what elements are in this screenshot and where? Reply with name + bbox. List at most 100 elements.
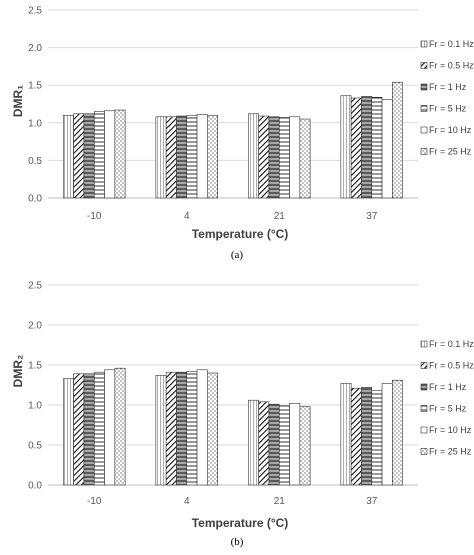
- bar-a--10-6: [114, 109, 126, 199]
- y-tick-label-a: 0.5: [28, 156, 42, 167]
- bar-a-21-6: [299, 118, 311, 199]
- bar-a-37-1: [340, 95, 352, 199]
- legend-swatch-b: [420, 448, 428, 455]
- bar-b-4-4: [186, 371, 198, 486]
- bar-b-37-3: [361, 387, 373, 486]
- bar-a-37-6: [392, 81, 403, 199]
- bar-a-37-2: [350, 97, 362, 199]
- chart-panel-b: 0.0 0.5 1.0 1.5 2.0 2.5 -10 4 21 37 DMR₂ Temperat…: [11, 281, 474, 549]
- bar-b-21-6: [299, 406, 311, 486]
- bar-b-21-2: [258, 401, 270, 486]
- y-tick-label-b: 1.0: [28, 401, 42, 412]
- bar-b-4-3: [176, 371, 188, 486]
- y-tick-label-b: 0.5: [28, 441, 42, 452]
- legend-label-a: Fr = 0.5 Hz: [429, 61, 474, 71]
- bar-b-37-6: [392, 379, 403, 486]
- legend-label-b: Fr = 10 Hz: [429, 425, 472, 435]
- bar-b--10-6: [114, 367, 126, 486]
- legend-swatch-a: [420, 126, 428, 134]
- y-tick-label-a: 1.0: [28, 118, 42, 129]
- legend-swatch-b: [420, 383, 428, 391]
- bar-b-21-3: [268, 403, 280, 486]
- caption-a: (a): [231, 249, 244, 261]
- chart-panel-a: 0.0 0.5 1.0 1.5 2.0 2.5 -10 4 21 37 DMR₁ Temperat…: [11, 6, 474, 262]
- bar-b-4-6: [207, 372, 218, 486]
- bar-a-4-4: [186, 114, 198, 199]
- x-tick-label-a: 37: [366, 211, 378, 222]
- x-tick-label-a: 4: [184, 211, 190, 222]
- x-tick-label-b: 21: [274, 496, 286, 507]
- legend-swatch-a: [420, 83, 428, 91]
- legend-label-b: Fr = 0.1 Hz: [429, 339, 474, 349]
- bar-a--10-1: [63, 114, 74, 199]
- x-tick-label-a: 21: [274, 211, 286, 222]
- plot-area-b: 0.0 0.5 1.0 1.5 2.0 2.5 -10 4 21 37: [28, 281, 418, 507]
- y-tick-label-b: 2.0: [28, 321, 42, 332]
- bar-a-4-3: [176, 115, 188, 199]
- legend-a: Fr = 0.1 Hz Fr = 0.5 Hz Fr = 1 Hz Fr = 5 Hz…: [420, 39, 474, 157]
- bar-a-4-2: [165, 116, 177, 199]
- bar-a-37-3: [361, 96, 373, 199]
- legend-swatch-b: [420, 362, 428, 369]
- bar-a-4-1: [155, 116, 167, 199]
- bar-b-21-5: [289, 403, 301, 486]
- y-tick-label-b: 2.5: [28, 281, 42, 292]
- bar-b--10-3: [83, 373, 95, 486]
- bar-b-37-2: [350, 387, 362, 486]
- x-tick-label-b: -10: [87, 496, 102, 507]
- bar-a-21-2: [258, 115, 270, 199]
- bar-a-21-3: [268, 116, 280, 199]
- bar-a-4-6: [207, 114, 218, 199]
- legend-b: Fr = 0.1 Hz Fr = 0.5 Hz Fr = 1 Hz Fr = 5 Hz…: [420, 339, 474, 457]
- bar-b--10-5: [104, 369, 116, 486]
- bar-a--10-4: [93, 111, 105, 199]
- bar-b-4-5: [196, 369, 208, 486]
- x-tick-label-a: -10: [87, 211, 102, 222]
- bar-b-4-1: [155, 375, 167, 486]
- bar-a--10-5: [104, 110, 116, 199]
- legend-label-a: Fr = 0.1 Hz: [429, 39, 474, 49]
- legend-swatch-a: [420, 148, 428, 155]
- legend-label-b: Fr = 0.5 Hz: [429, 361, 474, 371]
- y-axis-title-a: DMR₁: [11, 85, 25, 117]
- y-tick-label-b: 0.0: [28, 481, 42, 492]
- bar-b--10-2: [73, 373, 85, 486]
- bar-b-37-5: [381, 383, 393, 486]
- legend-label-b: Fr = 1 Hz: [429, 382, 467, 392]
- y-tick-label-a: 0.0: [28, 194, 42, 205]
- y-tick-label-b: 1.5: [28, 361, 42, 372]
- y-tick-label-a: 2.5: [28, 6, 42, 17]
- bar-a-4-5: [196, 114, 208, 199]
- bar-b-4-2: [165, 371, 177, 486]
- y-axis-title-b: DMR₂: [11, 355, 25, 388]
- x-axis-title-b: Temperature (°C): [192, 516, 289, 530]
- bar-b-21-4: [278, 405, 290, 486]
- bar-b-21-1: [248, 399, 259, 486]
- legend-swatch-b: [420, 340, 428, 348]
- legend-swatch-a: [420, 105, 428, 112]
- bar-b-37-1: [340, 383, 352, 486]
- legend-label-a: Fr = 10 Hz: [429, 125, 472, 135]
- caption-b: (b): [231, 536, 244, 548]
- bar-b--10-1: [63, 378, 74, 486]
- bar-a-37-5: [381, 99, 393, 199]
- x-tick-label-b: 4: [184, 496, 190, 507]
- y-tick-label-a: 2.0: [28, 43, 42, 54]
- legend-swatch-b: [420, 405, 428, 412]
- bar-a-21-4: [278, 117, 290, 199]
- x-axis-title-a: Temperature (°C): [192, 227, 289, 241]
- bar-a-37-4: [371, 96, 383, 199]
- bar-a-21-1: [248, 113, 259, 199]
- legend-label-a: Fr = 5 Hz: [429, 104, 467, 114]
- bar-a--10-2: [73, 113, 85, 199]
- legend-label-b: Fr = 25 Hz: [429, 447, 472, 457]
- bar-a--10-3: [83, 113, 95, 199]
- legend-swatch-b: [420, 426, 428, 434]
- y-tick-label-a: 1.5: [28, 81, 42, 92]
- plot-area-a: 0.0 0.5 1.0 1.5 2.0 2.5 -10 4 21 37: [28, 6, 418, 222]
- x-tick-label-b: 37: [366, 496, 378, 507]
- legend-label-a: Fr = 25 Hz: [429, 147, 472, 157]
- legend-swatch-a: [420, 62, 428, 69]
- bar-b--10-4: [93, 371, 105, 486]
